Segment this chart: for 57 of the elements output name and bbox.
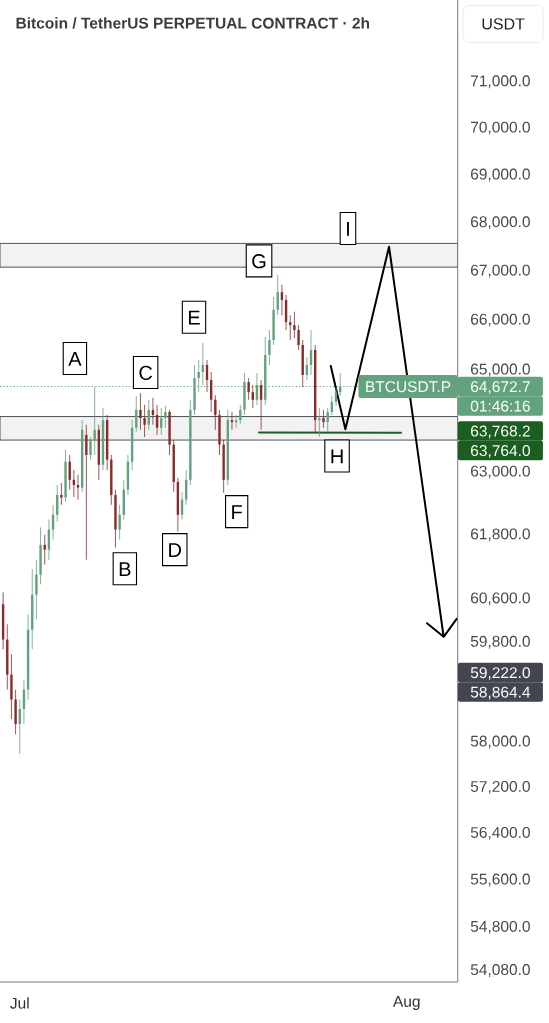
candlestick (85, 424, 88, 561)
y-tick-label: 54,080.0 (470, 964, 530, 977)
candlestick (326, 407, 329, 433)
candlestick (68, 454, 71, 491)
text: 63,764.0 (471, 445, 530, 458)
candlestick (89, 436, 92, 461)
y-tick-label: 66,000.0 (471, 313, 530, 327)
y-tick-label: 68,000.0 (471, 216, 530, 230)
x-tick-label: Jul (10, 997, 29, 1009)
x-tick-label: Aug (392, 996, 420, 1010)
annotation: B (119, 562, 131, 577)
text: Bitcoin / TetherUS PERPETUAL CONTRACT · 2h (16, 17, 370, 29)
text: 58,864.4 (470, 686, 531, 700)
y-tick-label: 70,000.0 (471, 121, 530, 135)
annotation: H (331, 449, 343, 464)
candlestick (43, 534, 46, 565)
y-tick-label: 65,000.0 (471, 363, 530, 377)
candlestick (214, 394, 217, 431)
y-axis-title: USDT (482, 18, 525, 30)
y-tick-label: 56,400.0 (470, 826, 530, 840)
y-tick-label: 57,200.0 (470, 780, 530, 794)
y-tick-label: 55,600.0 (470, 873, 530, 887)
candlestick (76, 474, 80, 501)
y-tick-label: 71,000.0 (471, 75, 530, 89)
y-tick-label: 67,000.0 (471, 264, 530, 278)
candlestick (268, 329, 271, 366)
candlestick (143, 404, 146, 438)
text: 63,768.2 (471, 425, 530, 439)
annotation: 01:46:16 (470, 400, 530, 412)
candlestick (322, 409, 325, 429)
candlestick (60, 482, 63, 506)
annotation: D (169, 543, 182, 557)
candlestick (118, 504, 121, 540)
candlestick (297, 324, 300, 351)
candlestick (139, 392, 142, 431)
candlestick (293, 311, 296, 339)
candlestick (35, 559, 38, 620)
annotation: E (188, 310, 200, 325)
annotation: I (347, 221, 349, 236)
annotation: G (252, 254, 266, 269)
y-tick-label: 54,800.0 (470, 920, 530, 934)
candlestick (318, 407, 321, 438)
y-tick-label: 60,600.0 (471, 592, 530, 606)
annotation: F (232, 505, 242, 519)
y-tick-label: 61,800.0 (471, 528, 530, 542)
candlestick (164, 405, 167, 429)
text: 59,222.0 (470, 667, 530, 680)
ref-line-label: 64,672.7 (471, 381, 530, 394)
annotation: A (68, 351, 82, 366)
y-tick-label: 69,000.0 (471, 168, 530, 182)
y-tick-label: 63,000.0 (471, 465, 530, 479)
y-tick-label: 59,800.0 (470, 635, 530, 649)
candlestick (93, 386, 96, 456)
series-label: BTCUSDT.P (366, 381, 451, 393)
annotation: C (139, 365, 153, 380)
y-tick-label: 58,000.0 (470, 735, 530, 749)
candlestick (247, 377, 250, 401)
